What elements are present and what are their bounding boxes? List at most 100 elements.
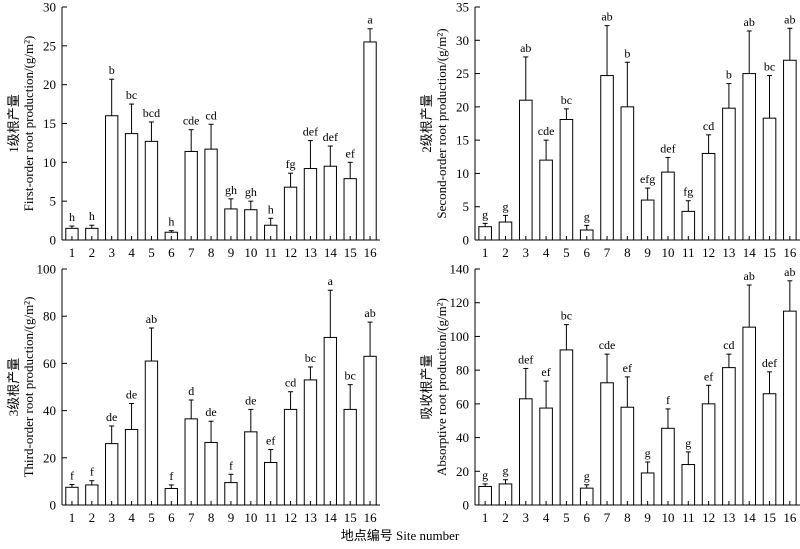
- y-tick-label: 30: [43, 0, 56, 15]
- x-tick-label: 5: [148, 245, 155, 260]
- significance-label: bc: [561, 93, 572, 107]
- bar: [264, 462, 278, 506]
- x-tick-label: 4: [543, 245, 550, 260]
- bar: [124, 133, 139, 241]
- y-axis-label-cn: 2级根产量: [419, 94, 434, 153]
- bar: [283, 186, 298, 241]
- x-tick-label: 1: [482, 510, 489, 525]
- bar: [640, 199, 655, 241]
- x-tick-label: 6: [583, 245, 590, 260]
- x-tick-label: 10: [244, 510, 257, 525]
- x-tick-label: 15: [763, 510, 776, 525]
- significance-label: fg: [286, 157, 296, 171]
- bar: [722, 107, 736, 241]
- x-tick-label: 11: [682, 245, 695, 260]
- x-tick-label: 14: [324, 510, 338, 525]
- significance-label: cd: [723, 338, 734, 352]
- y-tick-label: 20: [43, 77, 56, 92]
- significance-label: h: [268, 202, 274, 216]
- y-tick-label: 40: [456, 430, 469, 445]
- x-tick-label: 12: [702, 245, 715, 260]
- significance-label: cd: [205, 108, 216, 122]
- y-tick-label: 60: [456, 396, 469, 411]
- significance-label: h: [69, 210, 75, 224]
- y-tick-label: 0: [463, 498, 470, 513]
- bar: [363, 41, 377, 241]
- significance-label: ab: [744, 15, 755, 29]
- x-tick-label: 7: [604, 245, 611, 260]
- significance-label: g: [502, 464, 508, 478]
- x-tick-label: 2: [89, 510, 96, 525]
- x-tick-label: 9: [228, 245, 235, 260]
- x-tick-label: 10: [661, 245, 674, 260]
- y-tick-label: 0: [463, 233, 470, 248]
- y-tick-label: 140: [450, 262, 470, 277]
- x-tick-label: 11: [682, 510, 695, 525]
- x-tick-label: 12: [284, 245, 297, 260]
- y-axis-label: 2级根产量Second-order root production/(g/m²): [419, 28, 449, 218]
- significance-label: ab: [601, 10, 612, 24]
- bar: [244, 431, 258, 506]
- bar: [184, 150, 198, 241]
- significance-label: def: [303, 125, 318, 139]
- x-tick-label: 2: [89, 245, 96, 260]
- significance-label: def: [660, 141, 675, 155]
- x-tick-label: 4: [128, 245, 135, 260]
- y-tick-label: 80: [43, 309, 56, 324]
- x-tick-label: 3: [108, 510, 115, 525]
- x-tick-label: 2: [502, 245, 509, 260]
- x-tick-label: 14: [324, 245, 338, 260]
- x-tick-label: 13: [304, 510, 317, 525]
- y-tick-label: 25: [43, 38, 56, 53]
- bar: [343, 178, 357, 241]
- bar: [343, 408, 357, 506]
- bar: [518, 398, 533, 506]
- significance-label: ab: [520, 41, 531, 55]
- panel-second-order: 05101520253035g1g2ab3cde4bc5g6ab7b8efg9d…: [419, 0, 800, 260]
- x-tick-label: 9: [644, 245, 651, 260]
- y-tick-label: 0: [50, 233, 57, 248]
- bar: [640, 472, 655, 506]
- bar: [184, 418, 198, 506]
- significance-label: f: [666, 393, 670, 407]
- y-tick-label: 0: [50, 498, 57, 513]
- panel-third-order: 0 20 40 60 80 100 f 1 f 2 de 3 de 4 ab 5 f 6 d 7 de 8 f 9 de 10 ef…: [6, 262, 380, 525]
- x-tick-label: 16: [364, 510, 378, 525]
- significance-label: bc: [345, 369, 356, 383]
- figure-x-axis-label: 地点编号 Site number: [341, 528, 460, 543]
- x-tick-label: 15: [344, 245, 357, 260]
- x-tick-label: 16: [783, 245, 797, 260]
- y-tick-label: 5: [463, 199, 470, 214]
- significance-label: f: [70, 468, 74, 482]
- significance-label: bc: [305, 351, 316, 365]
- y-axis-label-en: Third-order root production/(g/m²): [21, 297, 36, 478]
- bar: [762, 117, 777, 241]
- bar: [144, 360, 159, 506]
- x-tick-label: 5: [563, 245, 570, 260]
- y-tick-label: 10: [456, 166, 469, 181]
- significance-label: g: [482, 207, 488, 221]
- bar: [701, 403, 716, 506]
- bar: [559, 349, 574, 506]
- bar: [620, 406, 635, 506]
- x-tick-label: 9: [228, 510, 235, 525]
- y-tick-label: 35: [456, 0, 469, 15]
- y-tick-label: 20: [43, 450, 56, 465]
- significance-label: cde: [599, 338, 616, 352]
- significance-label: f: [169, 469, 173, 483]
- significance-label: cde: [183, 114, 200, 128]
- x-tick-label: 8: [208, 245, 215, 260]
- y-axis-label-en: First-order root production/(g/m²): [21, 36, 36, 212]
- bar: [783, 59, 797, 241]
- x-tick-label: 4: [543, 510, 550, 525]
- significance-label: ef: [541, 365, 550, 379]
- panel-first-order: 051015202530h1h2b3bc4bcd5h6cde7cd8gh9gh1…: [6, 0, 380, 260]
- y-tick-label: 20: [456, 99, 469, 114]
- bar: [539, 407, 553, 506]
- y-tick-label: 100: [450, 329, 470, 344]
- y-tick-label: 5: [50, 194, 57, 209]
- x-tick-label: 8: [624, 245, 631, 260]
- bar: [283, 408, 298, 506]
